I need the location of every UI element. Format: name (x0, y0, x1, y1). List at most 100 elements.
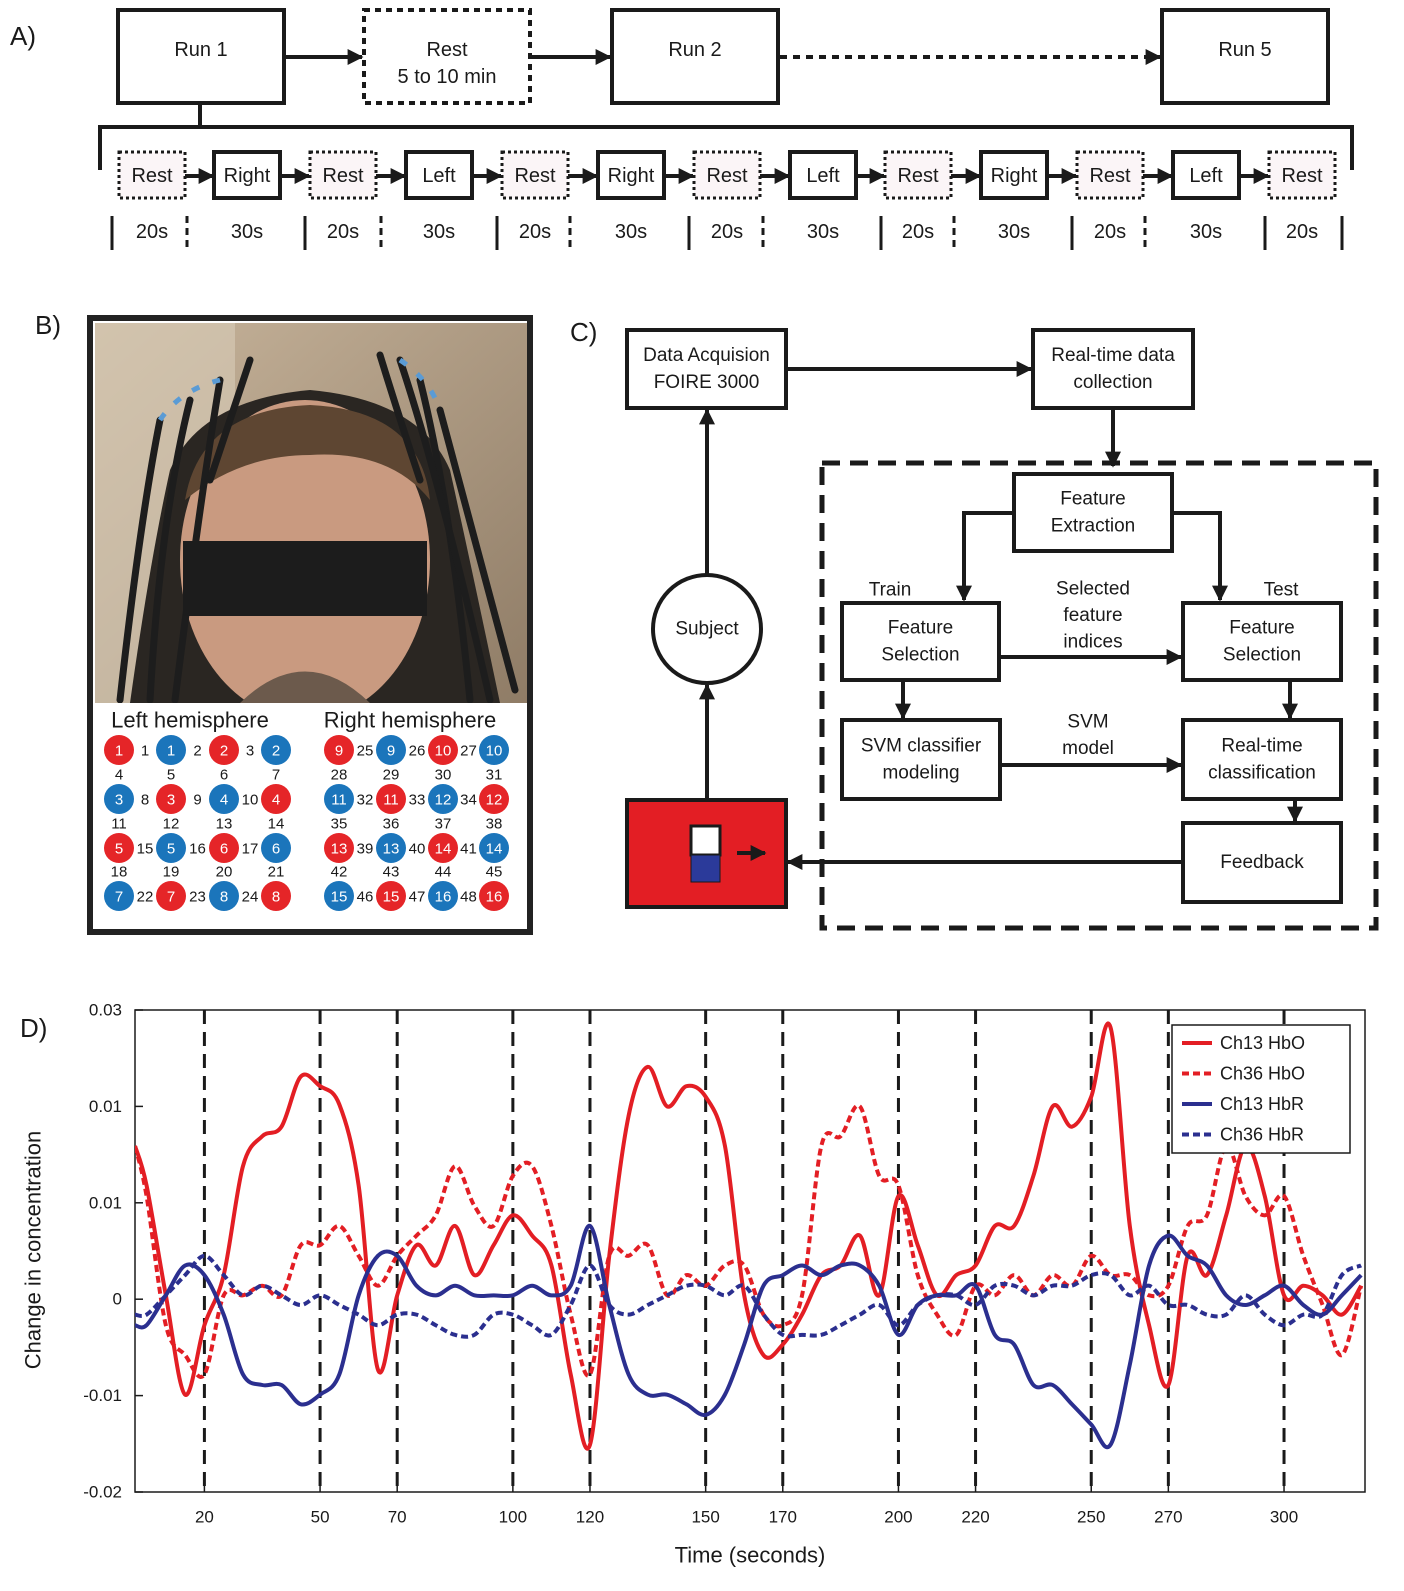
block-duration: 30s (807, 221, 839, 243)
edge-label: Test (1264, 580, 1300, 601)
x-tick-label: 220 (961, 1508, 989, 1527)
edge-label: SVM (1067, 712, 1108, 733)
node-label: Real-time data (1051, 345, 1175, 366)
block-duration: 20s (902, 221, 934, 243)
channel-label: 33 (409, 792, 426, 809)
legend-label: Ch13 HbO (1220, 1033, 1305, 1053)
block-label: Rest (1089, 165, 1131, 187)
node-label: Feature (888, 618, 953, 639)
block-duration: 20s (1286, 221, 1318, 243)
channel-label: 15 (137, 841, 154, 858)
optode-label: 8 (220, 889, 228, 906)
optode-label: 15 (331, 889, 348, 906)
block-label: Rest (706, 165, 748, 187)
channel-label: 28 (331, 767, 348, 784)
x-axis-label: Time (seconds) (675, 1543, 826, 1568)
x-tick-label: 150 (691, 1508, 719, 1527)
channel-label: 25 (357, 743, 374, 760)
block-label: Rest (897, 165, 939, 187)
figure: A)B)C)D)Run 1Rest5 to 10 minRun 2Run 5Re… (0, 0, 1404, 1591)
channel-label: 3 (246, 743, 254, 760)
optode-label: 10 (486, 743, 503, 760)
channel-label: 5 (167, 767, 175, 784)
edge-label: Selected (1056, 579, 1130, 600)
y-tick-label: -0.01 (83, 1386, 122, 1405)
node-label: collection (1073, 372, 1152, 393)
y-tick-label: 0.03 (89, 1001, 122, 1020)
channel-label: 14 (268, 816, 285, 833)
x-tick-label: 100 (499, 1508, 527, 1527)
channel-label: 20 (216, 864, 233, 881)
optode-label: 13 (331, 841, 348, 858)
x-tick-label: 270 (1154, 1508, 1182, 1527)
x-tick-label: 20 (195, 1508, 214, 1527)
channel-label: 39 (357, 841, 374, 858)
channel-label: 27 (460, 743, 477, 760)
optode-label: 3 (115, 792, 123, 809)
edge-label: Train (869, 580, 912, 601)
panel-label: B) (35, 310, 61, 340)
x-tick-label: 170 (769, 1508, 797, 1527)
node-label: Extraction (1051, 516, 1135, 537)
run-label: Run 1 (174, 39, 227, 61)
node-label: Data Acquision (643, 345, 770, 366)
block-duration: 20s (136, 221, 168, 243)
flow-node (627, 330, 786, 408)
optode-label: 15 (383, 889, 400, 906)
run-label: 5 to 10 min (398, 66, 497, 88)
channel-label: 35 (331, 816, 348, 833)
block-duration: 30s (1190, 221, 1222, 243)
node-label: FOIRE 3000 (654, 372, 760, 393)
node-label: Selection (881, 645, 959, 666)
optode-label: 3 (167, 792, 175, 809)
optode-label: 16 (486, 889, 503, 906)
optode-label: 13 (383, 841, 400, 858)
channel-label: 4 (115, 767, 123, 784)
channel-label: 12 (163, 816, 180, 833)
hemisphere-title: Right hemisphere (324, 708, 496, 733)
channel-label: 13 (216, 816, 233, 833)
channel-label: 37 (435, 816, 452, 833)
x-tick-label: 300 (1270, 1508, 1298, 1527)
block-label: Right (224, 165, 271, 187)
channel-label: 29 (383, 767, 400, 784)
channel-label: 45 (486, 864, 503, 881)
optode-label: 11 (383, 792, 399, 809)
block-duration: 20s (1094, 221, 1126, 243)
channel-label: 9 (193, 792, 201, 809)
block-duration: 30s (231, 221, 263, 243)
optode-label: 4 (220, 792, 228, 809)
node-label: Feedback (1220, 852, 1304, 873)
optode-label: 2 (220, 743, 228, 760)
channel-label: 6 (220, 767, 228, 784)
y-axis-label: Change in concentration (21, 1131, 46, 1370)
channel-label: 7 (272, 767, 280, 784)
channel-label: 22 (137, 889, 154, 906)
block-label: Left (422, 165, 456, 187)
block-duration: 20s (519, 221, 551, 243)
optode-label: 6 (272, 841, 280, 858)
panel-label: C) (570, 317, 597, 347)
panel-label: A) (10, 21, 36, 51)
optode-label: 1 (167, 743, 175, 760)
channel-label: 18 (111, 864, 128, 881)
channel-label: 31 (486, 767, 503, 784)
node-label: classification (1208, 763, 1316, 784)
channel-label: 32 (357, 792, 374, 809)
optode-label: 16 (435, 889, 452, 906)
optode-label: 10 (435, 743, 452, 760)
flow-node (842, 603, 999, 680)
channel-label: 16 (189, 841, 206, 858)
block-label: Rest (1281, 165, 1323, 187)
channel-label: 19 (163, 864, 180, 881)
x-tick-label: 200 (884, 1508, 912, 1527)
optode-label: 5 (115, 841, 123, 858)
x-tick-label: 120 (576, 1508, 604, 1527)
optode-label: 7 (115, 889, 123, 906)
channel-label: 10 (242, 792, 259, 809)
optode-label: 12 (435, 792, 452, 809)
optode-label: 4 (272, 792, 280, 809)
edge-label: feature (1063, 605, 1122, 626)
block-label: Rest (131, 165, 173, 187)
